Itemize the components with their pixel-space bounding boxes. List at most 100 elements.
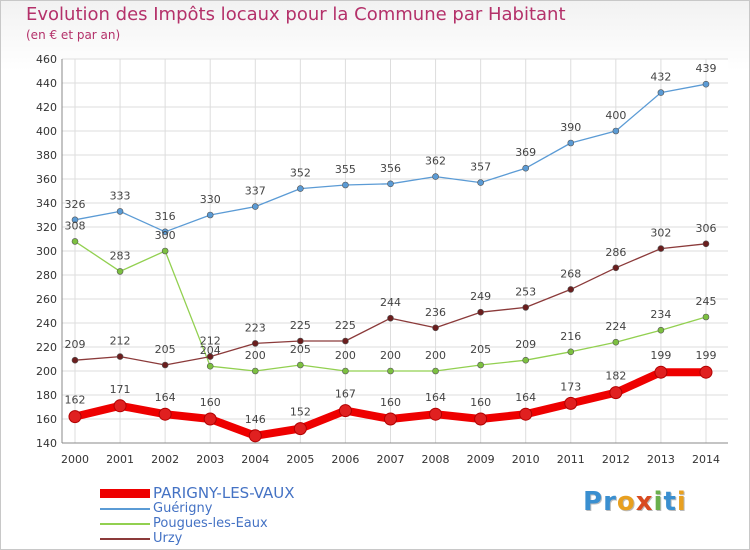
- chart-subtitle: (en € et par an): [26, 28, 121, 42]
- data-point: [432, 367, 439, 375]
- data-point: [116, 268, 124, 275]
- legend-label-pougues: Pougues-les-Eaux: [153, 516, 268, 531]
- data-point: [342, 337, 349, 345]
- logo-letter: x: [635, 487, 654, 517]
- data-label: 286: [605, 246, 626, 259]
- data-point: [477, 308, 484, 316]
- data-point: [432, 173, 439, 180]
- x-tick-label: 2006: [331, 453, 359, 466]
- data-label: 249: [470, 290, 491, 303]
- y-tick-label: 260: [36, 293, 57, 306]
- data-point: [161, 361, 169, 369]
- data-label: 302: [650, 227, 671, 240]
- data-label: 439: [695, 62, 716, 75]
- data-label: 355: [335, 163, 356, 176]
- data-point: [612, 264, 620, 272]
- data-point: [338, 404, 352, 418]
- data-label: 224: [605, 320, 626, 333]
- x-tick-label: 2011: [557, 453, 585, 466]
- data-label: 164: [155, 391, 176, 404]
- data-label: 152: [290, 406, 311, 419]
- data-label: 330: [200, 193, 221, 206]
- data-label: 333: [110, 189, 131, 202]
- legend-swatch-urzy: [100, 537, 150, 540]
- data-label: 164: [515, 391, 536, 404]
- y-tick-label: 140: [36, 437, 57, 450]
- data-label: 326: [65, 198, 86, 211]
- data-label: 253: [515, 285, 536, 298]
- data-point: [161, 247, 169, 255]
- data-point: [657, 326, 665, 334]
- data-point: [113, 399, 127, 413]
- data-label: 300: [155, 229, 176, 242]
- y-tick-label: 420: [36, 101, 57, 114]
- data-label: 337: [245, 185, 266, 198]
- data-point: [71, 356, 79, 364]
- data-point: [158, 407, 172, 421]
- y-tick-label: 380: [36, 149, 57, 162]
- data-point: [387, 180, 394, 188]
- x-tick-label: 2013: [647, 453, 675, 466]
- data-point: [206, 353, 214, 360]
- y-tick-label: 180: [36, 389, 57, 402]
- x-tick-label: 2010: [512, 453, 540, 466]
- data-label: 308: [65, 219, 86, 232]
- data-label: 171: [110, 383, 131, 396]
- legend-swatch-guerigny: [100, 507, 150, 510]
- x-tick-label: 2005: [286, 453, 314, 466]
- chart-title: Evolution des Impôts locaux pour la Comm…: [26, 4, 566, 25]
- data-label: 357: [470, 161, 491, 174]
- logo-letter: t: [663, 487, 677, 517]
- data-label: 283: [110, 249, 131, 262]
- y-tick-label: 240: [36, 317, 57, 330]
- data-point: [609, 386, 623, 400]
- legend-label-parigny: PARIGNY-LES-VAUX: [153, 484, 295, 502]
- data-label: 205: [155, 343, 176, 356]
- data-label: 244: [380, 296, 401, 309]
- data-label: 356: [380, 162, 401, 175]
- data-point: [71, 216, 79, 224]
- y-tick-label: 300: [36, 245, 57, 258]
- data-label: 199: [695, 349, 716, 362]
- data-point: [116, 208, 124, 215]
- legend: PARIGNY-LES-VAUX Guérigny Pougues-les-Ea…: [100, 486, 295, 546]
- data-label: 268: [560, 267, 581, 280]
- y-tick-label: 220: [36, 341, 57, 354]
- logo-letter: i: [653, 487, 664, 517]
- data-label: 236: [425, 306, 446, 319]
- y-tick-label: 200: [36, 365, 57, 378]
- data-label: 234: [650, 308, 671, 321]
- data-point: [429, 407, 443, 421]
- legend-item-guerigny: Guérigny: [100, 501, 295, 516]
- data-label: 362: [425, 155, 446, 168]
- data-point: [248, 429, 262, 443]
- data-point: [657, 89, 665, 96]
- y-tick-label: 160: [36, 413, 57, 426]
- data-label: 199: [650, 349, 671, 362]
- data-label: 160: [200, 396, 221, 409]
- data-point: [477, 361, 484, 369]
- data-label: 432: [650, 71, 671, 84]
- data-point: [474, 412, 488, 426]
- data-label: 162: [65, 394, 86, 407]
- data-label: 146: [245, 413, 266, 426]
- data-point: [519, 407, 533, 421]
- data-point: [564, 396, 578, 410]
- logo-letter: i: [676, 487, 687, 517]
- y-tick-label: 360: [36, 173, 57, 186]
- x-tick-label: 2007: [376, 453, 404, 466]
- data-point: [203, 412, 217, 426]
- data-label: 225: [290, 319, 311, 332]
- x-tick-label: 2000: [61, 453, 89, 466]
- data-label: 316: [155, 210, 176, 223]
- data-label: 212: [200, 335, 221, 348]
- data-label: 182: [605, 370, 626, 383]
- data-point: [387, 367, 394, 375]
- data-point: [567, 286, 575, 293]
- data-point: [293, 422, 307, 436]
- data-label: 352: [290, 167, 311, 180]
- y-tick-label: 440: [36, 77, 57, 90]
- data-label: 400: [605, 109, 626, 122]
- data-label: 225: [335, 319, 356, 332]
